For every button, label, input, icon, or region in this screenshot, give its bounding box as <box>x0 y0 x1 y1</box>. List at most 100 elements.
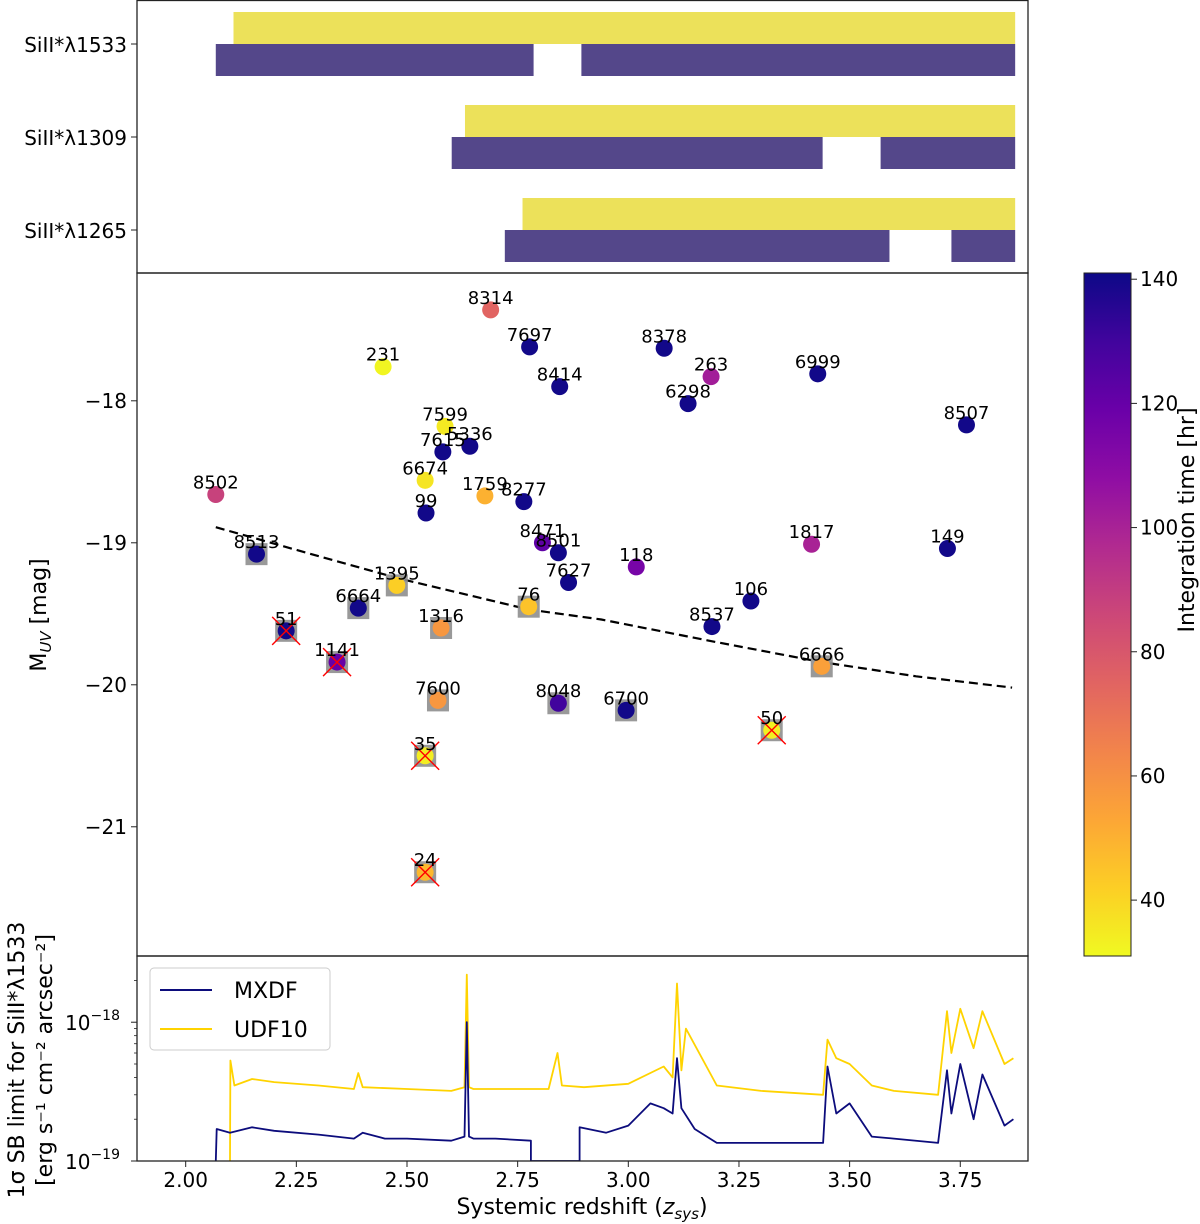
point-label: 6666 <box>799 644 845 665</box>
point-label: 6298 <box>665 382 711 403</box>
coverage-bar-mxdf <box>504 230 890 262</box>
colorbar-tick-label: 40 <box>1140 888 1165 912</box>
galaxy-point-5336 <box>461 437 479 455</box>
colorbar-label: Integration time [hr] <box>1175 407 1200 632</box>
galaxy-point-7615 <box>434 443 452 461</box>
point-label: 6700 <box>603 688 649 709</box>
point-label: 8502 <box>193 473 239 494</box>
galaxy-point-8048 <box>547 692 570 715</box>
galaxy-point-6674 <box>416 471 434 489</box>
sb-ytick-label: 10−18 <box>65 1008 120 1035</box>
galaxy-point-118 <box>627 558 645 576</box>
galaxy-point-76 <box>517 595 540 618</box>
circle-marker <box>742 592 760 610</box>
point-label: 51 <box>275 609 298 630</box>
sb-limit-lines <box>214 973 1014 1161</box>
point-label: 106 <box>734 579 768 600</box>
point-label: 8277 <box>501 480 547 501</box>
tick-base: 10 <box>65 1150 90 1174</box>
colorbar-tick-label: 120 <box>1140 391 1178 415</box>
colorbar-gradient <box>1083 272 1132 957</box>
galaxy-point-8378 <box>655 339 673 357</box>
colorbar-tick-label: 100 <box>1140 516 1178 540</box>
circle-marker <box>957 416 975 434</box>
galaxy-point-106 <box>742 592 760 610</box>
point-label: 24 <box>414 850 437 871</box>
circle-marker <box>349 599 367 617</box>
colorbar-tick-label: 140 <box>1140 267 1178 291</box>
cross-marker <box>322 647 352 677</box>
point-label: 149 <box>930 526 964 547</box>
circle-marker <box>248 545 266 563</box>
coverage-panel: SiII*λ1533 SiII*λ1309 SiII*λ1265 <box>24 0 1029 274</box>
circle-marker <box>207 486 225 504</box>
colorbar: 40 60 80 100 120 140 Integration time [hr] <box>1083 267 1200 957</box>
point-label: 35 <box>414 734 437 755</box>
cross-marker <box>271 616 301 646</box>
point-label: 5336 <box>447 424 493 445</box>
point-label: 99 <box>415 491 438 512</box>
point-label: 7599 <box>422 404 468 425</box>
circle-marker <box>417 504 435 522</box>
galaxy-point-1141 <box>322 647 352 677</box>
point-label: 231 <box>366 345 400 366</box>
galaxy-point-149 <box>938 539 956 557</box>
point-label: 8378 <box>641 326 687 347</box>
point-label: 1141 <box>314 640 360 661</box>
coverage-ytick-label: SiII*λ1533 <box>24 33 127 57</box>
galaxy-point-7627 <box>560 574 578 592</box>
galaxy-point-24 <box>410 857 440 887</box>
point-label: 6999 <box>795 352 841 373</box>
circle-marker <box>549 544 567 562</box>
circle-marker <box>549 694 567 712</box>
circle-marker <box>461 437 479 455</box>
cross-marker <box>410 857 440 887</box>
point-label: 118 <box>619 545 653 566</box>
circle-marker <box>432 619 450 637</box>
sb-y-axis-label-line2: [erg s⁻¹ cm⁻² arcsec⁻²] <box>33 934 58 1186</box>
circle-marker <box>655 339 673 357</box>
galaxy-point-8507 <box>957 416 975 434</box>
point-label: 8314 <box>468 288 514 309</box>
galaxy-point-6664 <box>347 597 370 620</box>
circle-marker <box>809 365 827 383</box>
sb-y-axis-label-line1: 1σ SB limit for SiII*λ1533 <box>5 922 30 1199</box>
galaxy-point-8501 <box>549 544 567 562</box>
tick-exponent: −19 <box>90 1147 120 1163</box>
point-label: 8537 <box>689 605 735 626</box>
coverage-bar-mxdf <box>451 137 823 169</box>
circle-marker <box>416 471 434 489</box>
muv-ytick-label: −18 <box>85 389 127 413</box>
circle-marker <box>679 395 697 413</box>
galaxy-point-35 <box>410 741 440 771</box>
tick-base: 10 <box>65 1011 90 1035</box>
cross-marker <box>410 741 440 771</box>
point-label: 1395 <box>374 563 420 584</box>
redshift-xtick-label: 2.00 <box>163 1168 208 1192</box>
point-label: 6664 <box>335 586 381 607</box>
point-label: 6674 <box>402 458 448 479</box>
sb-limit-panel-frame <box>136 955 1029 1162</box>
coverage-bar-udf10 <box>464 105 1016 137</box>
point-label: 8414 <box>537 365 583 386</box>
point-label: 1316 <box>418 606 464 627</box>
muv-ytick-label: −19 <box>85 531 127 555</box>
galaxy-point-8502 <box>207 486 225 504</box>
sb-line-udf10 <box>229 973 1014 1161</box>
galaxy-point-50 <box>757 715 787 745</box>
circle-marker <box>476 487 494 505</box>
redshift-xtick-label: 3.00 <box>606 1168 651 1192</box>
dashed-detection-curve <box>215 526 1013 689</box>
redshift-xtick-label: 2.50 <box>385 1168 430 1192</box>
colorbar-tick-label: 80 <box>1140 640 1165 664</box>
colorbar-ticks: 40 60 80 100 120 140 <box>1131 267 1178 912</box>
dashed-curve-group <box>215 526 1013 689</box>
redshift-xtick-label: 3.25 <box>717 1168 762 1192</box>
point-label: 1759 <box>462 474 508 495</box>
redshift-xtick-label: 3.50 <box>827 1168 872 1192</box>
galaxy-point-99 <box>417 504 435 522</box>
redshift-xtick-label: 2.25 <box>274 1168 319 1192</box>
